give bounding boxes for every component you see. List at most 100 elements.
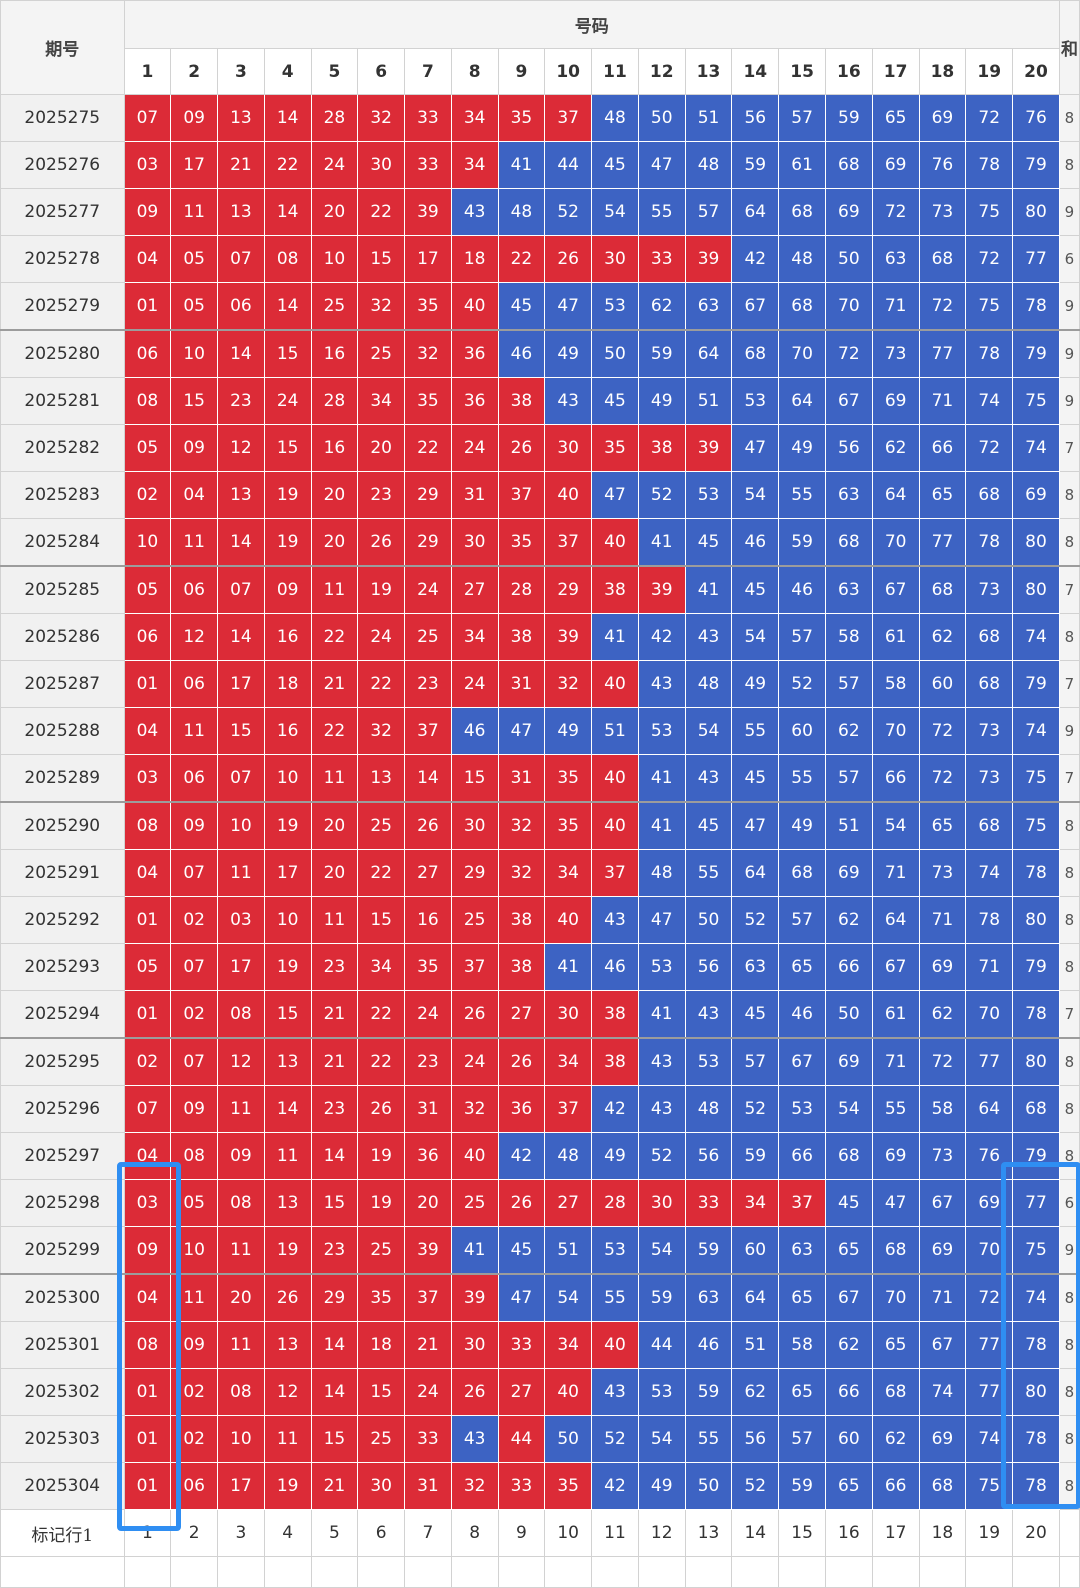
number-cell: 35 [591, 424, 639, 472]
extra-cell: 8 [1058, 1415, 1080, 1463]
number-cell: 19 [357, 565, 406, 614]
empty-cell [918, 1556, 967, 1588]
column-header[interactable]: 14 [731, 48, 780, 95]
marker-row-cell[interactable]: 16 [824, 1509, 873, 1557]
column-header[interactable]: 12 [637, 48, 686, 95]
number-cell: 11 [263, 1415, 312, 1463]
number-cell: 66 [824, 943, 873, 991]
number-cell: 34 [450, 613, 499, 661]
number-cell: 24 [404, 565, 452, 614]
number-cell: 68 [918, 565, 967, 614]
number-cell: 53 [637, 943, 686, 991]
table-row: 2025275 07 09 13 14 28 32 33 34 35 37 48 50 51 56 57 59 6… [0, 94, 1080, 142]
marker-row-cell[interactable]: 12 [637, 1509, 686, 1557]
marker-row-extra [1058, 1509, 1080, 1557]
number-cell: 74 [965, 1415, 1014, 1463]
numbers-header: 号码 [123, 0, 1060, 49]
number-cell: 19 [263, 518, 312, 567]
marker-row-cell[interactable]: 4 [263, 1509, 312, 1557]
marker-row-cell[interactable]: 7 [404, 1509, 452, 1557]
number-cell: 67 [871, 565, 920, 614]
number-cell: 44 [497, 1415, 546, 1463]
number-cell: 54 [544, 1273, 593, 1322]
marker-row-cell[interactable]: 20 [1012, 1509, 1060, 1557]
marker-row-cell[interactable]: 18 [918, 1509, 967, 1557]
number-cell: 03 [123, 141, 172, 189]
number-cell: 65 [824, 1226, 873, 1275]
marker-row-cell[interactable]: 11 [591, 1509, 639, 1557]
number-cell: 68 [965, 471, 1014, 519]
column-header[interactable]: 1 [123, 48, 172, 95]
number-cell: 70 [871, 1273, 920, 1322]
number-cell: 55 [637, 188, 686, 236]
number-cell: 30 [544, 990, 593, 1039]
marker-row-cell[interactable]: 2 [170, 1509, 219, 1557]
column-header[interactable]: 20 [1012, 48, 1060, 95]
number-cell: 37 [544, 94, 593, 142]
number-cell: 43 [637, 660, 686, 708]
column-header[interactable]: 6 [357, 48, 406, 95]
number-cell: 14 [263, 282, 312, 331]
marker-row-cell[interactable]: 19 [965, 1509, 1014, 1557]
number-cell: 17 [217, 943, 265, 991]
number-cell: 24 [310, 141, 359, 189]
column-header[interactable]: 11 [591, 48, 639, 95]
marker-row-cell[interactable]: 17 [871, 1509, 920, 1557]
column-header[interactable]: 19 [965, 48, 1014, 95]
column-header[interactable]: 3 [217, 48, 265, 95]
number-cell: 42 [731, 235, 780, 283]
number-cell: 50 [591, 329, 639, 378]
number-cell: 66 [871, 1462, 920, 1510]
marker-row-cell[interactable]: 10 [544, 1509, 593, 1557]
column-header[interactable]: 4 [263, 48, 312, 95]
number-cell: 53 [778, 1085, 826, 1133]
period-cell: 2025275 [0, 94, 125, 142]
empty-cell [778, 1556, 826, 1588]
column-header[interactable]: 5 [310, 48, 359, 95]
column-header[interactable]: 17 [871, 48, 920, 95]
extra-cell: 7 [1058, 660, 1080, 708]
number-cell: 40 [591, 801, 639, 850]
marker-row-cell[interactable]: 5 [310, 1509, 359, 1557]
column-header[interactable]: 7 [404, 48, 452, 95]
number-cell: 08 [263, 235, 312, 283]
marker-row-cell[interactable]: 1 [123, 1509, 172, 1557]
column-header[interactable]: 18 [918, 48, 967, 95]
marker-row-cell[interactable]: 15 [778, 1509, 826, 1557]
number-cell: 22 [357, 188, 406, 236]
number-cell: 42 [591, 1462, 639, 1510]
period-cell: 2025301 [0, 1321, 125, 1369]
marker-row-cell[interactable]: 14 [731, 1509, 780, 1557]
extra-cell: 8 [1058, 1462, 1080, 1510]
marker-row-cell[interactable]: 3 [217, 1509, 265, 1557]
table-row: 2025301 08 09 11 13 14 18 21 30 33 34 40 44 46 51 58 62 6… [0, 1321, 1080, 1369]
number-cell: 32 [404, 329, 452, 378]
column-header[interactable]: 9 [497, 48, 546, 95]
number-cell: 47 [731, 801, 780, 850]
marker-row-cell[interactable]: 13 [684, 1509, 733, 1557]
column-header[interactable]: 13 [684, 48, 733, 95]
number-cell: 37 [450, 943, 499, 991]
number-cell: 36 [450, 377, 499, 425]
number-cell: 52 [637, 1132, 686, 1180]
number-cell: 43 [591, 1368, 639, 1416]
number-cell: 43 [684, 754, 733, 803]
number-cell: 35 [404, 282, 452, 331]
number-cell: 68 [778, 188, 826, 236]
column-header[interactable]: 16 [824, 48, 873, 95]
column-header[interactable]: 15 [778, 48, 826, 95]
number-cell: 07 [123, 94, 172, 142]
number-cell: 79 [1012, 660, 1060, 708]
extra-cell: 9 [1058, 1226, 1080, 1275]
marker-row-cell[interactable]: 8 [450, 1509, 499, 1557]
number-cell: 10 [217, 1415, 265, 1463]
number-cell: 38 [497, 377, 546, 425]
column-header[interactable]: 2 [170, 48, 219, 95]
number-cell: 51 [684, 94, 733, 142]
number-cell: 14 [263, 94, 312, 142]
marker-row-cell[interactable]: 6 [357, 1509, 406, 1557]
marker-row-cell[interactable]: 9 [497, 1509, 546, 1557]
column-header[interactable]: 10 [544, 48, 593, 95]
column-header[interactable]: 8 [450, 48, 499, 95]
extra-cell: 6 [1058, 1179, 1080, 1227]
